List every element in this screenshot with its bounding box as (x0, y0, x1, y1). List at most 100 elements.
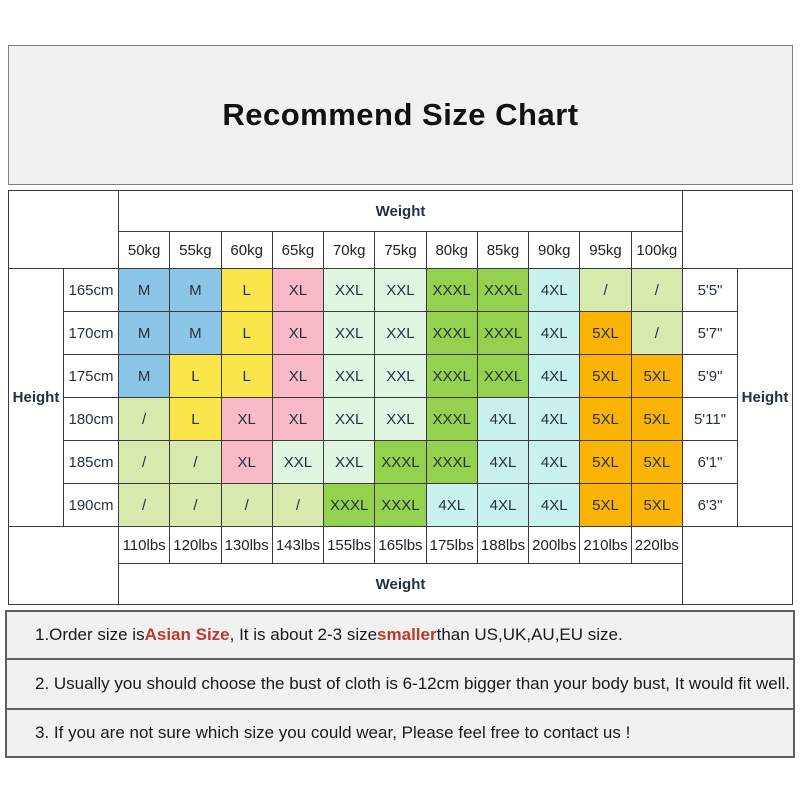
size-cell: XXXL (425, 311, 478, 355)
size-cell: 4XL (528, 483, 581, 527)
size-cell: 4XL (528, 440, 581, 484)
kg-column-header: 60kg (220, 231, 273, 269)
lbs-column-header: 120lbs (169, 526, 222, 564)
corner-cell-top-right (682, 190, 793, 269)
note-text: 2. Usually you should choose the bust of… (35, 674, 791, 693)
size-cell: 5XL (579, 397, 632, 441)
size-cell: 4XL (425, 483, 478, 527)
size-cell: XXXL (476, 354, 530, 398)
kg-column-header: 50kg (117, 231, 171, 269)
weight-header-bottom: Weight (118, 563, 683, 605)
size-cell: XXXL (425, 440, 478, 484)
size-cell: L (220, 311, 273, 355)
height-cm-label: 175cm (63, 354, 119, 398)
size-cell: XXL (374, 268, 427, 312)
size-cell: XXL (374, 397, 427, 441)
size-cell: 5XL (630, 483, 684, 527)
size-cell: XXL (323, 354, 376, 398)
height-header-right: Height (737, 268, 793, 527)
size-cell: XXXL (374, 483, 427, 527)
size-cell: 5XL (579, 311, 632, 355)
size-cell: 4XL (528, 311, 581, 355)
lbs-column-header: 165lbs (374, 526, 427, 564)
note-highlight-text: smaller (377, 625, 437, 644)
size-cell: / (117, 397, 171, 441)
size-cell: XXL (271, 440, 325, 484)
size-cell: L (220, 354, 273, 398)
size-cell: 5XL (579, 440, 632, 484)
size-cell: XXXL (425, 397, 478, 441)
height-ft-label: 5'11" (682, 397, 738, 441)
note-2: 2. Usually you should choose the bust of… (5, 658, 795, 710)
size-cell: XXXL (425, 354, 478, 398)
kg-column-header: 85kg (476, 231, 530, 269)
size-cell: XL (220, 440, 273, 484)
size-cell: XXL (374, 354, 427, 398)
size-cell: / (630, 268, 684, 312)
corner-cell-bottom-right (682, 526, 793, 605)
note-3: 3. If you are not sure which size you co… (5, 708, 795, 758)
size-cell: 5XL (630, 440, 684, 484)
size-cell: / (169, 440, 222, 484)
size-cell: 5XL (630, 354, 684, 398)
height-ft-label: 5'9" (682, 354, 738, 398)
kg-column-header: 65kg (271, 231, 325, 269)
lbs-column-header: 130lbs (220, 526, 273, 564)
size-cell: 4XL (528, 268, 581, 312)
height-cm-label: 165cm (63, 268, 119, 312)
notes-section: 1.Order size is Asian Size, It is about … (5, 610, 795, 758)
size-cell: / (220, 483, 273, 527)
size-cell: 5XL (579, 483, 632, 527)
kg-column-header: 80kg (425, 231, 478, 269)
size-cell: XL (220, 397, 273, 441)
lbs-column-header: 188lbs (476, 526, 530, 564)
height-cm-label: 180cm (63, 397, 119, 441)
size-table: Weight 50kg 55kg 60kg 65kg 70kg 75kg 80kg 85kg 90… (8, 190, 793, 605)
lbs-column-header: 175lbs (425, 526, 478, 564)
page-title: Recommend Size Chart (222, 97, 579, 132)
size-cell: / (630, 311, 684, 355)
corner-cell-bottom-left (8, 526, 119, 605)
size-cell: / (117, 440, 171, 484)
size-cell: 4XL (476, 483, 530, 527)
lbs-column-header: 110lbs (117, 526, 171, 564)
height-ft-label: 6'1" (682, 440, 738, 484)
size-cell: / (169, 483, 222, 527)
size-cell: XXL (323, 311, 376, 355)
size-cell: 5XL (630, 397, 684, 441)
lbs-column-header: 143lbs (271, 526, 325, 564)
height-header-left: Height (8, 268, 64, 527)
size-cell: XXL (323, 268, 376, 312)
size-cell: / (117, 483, 171, 527)
note-highlight-text: Asian Size (144, 625, 230, 644)
weight-header-top: Weight (118, 190, 683, 232)
size-cell: M (117, 311, 171, 355)
size-cell: XL (271, 354, 325, 398)
height-ft-label: 6'3" (682, 483, 738, 527)
size-cell: 4XL (528, 397, 581, 441)
size-cell: XXL (323, 440, 376, 484)
size-cell: XXXL (476, 268, 530, 312)
lbs-column-header: 155lbs (323, 526, 376, 564)
kg-column-header: 90kg (528, 231, 581, 269)
size-cell: L (169, 354, 222, 398)
size-cell: M (169, 268, 222, 312)
size-cell: XXXL (323, 483, 376, 527)
size-cell: L (169, 397, 222, 441)
size-cell: XXXL (425, 268, 478, 312)
size-cell: 4XL (528, 354, 581, 398)
size-cell: / (271, 483, 325, 527)
height-ft-label: 5'5" (682, 268, 738, 312)
lbs-column-header: 220lbs (630, 526, 684, 564)
kg-column-header: 70kg (323, 231, 376, 269)
size-cell: XL (271, 397, 325, 441)
height-cm-label: 185cm (63, 440, 119, 484)
lbs-column-header: 210lbs (579, 526, 632, 564)
size-cell: 4XL (476, 397, 530, 441)
note-text: 3. If you are not sure which size you co… (35, 723, 631, 742)
note-text: 1.Order size is (35, 625, 145, 644)
size-cell: XXXL (374, 440, 427, 484)
size-cell: M (117, 354, 171, 398)
note-text: than US,UK,AU,EU size. (436, 625, 623, 644)
size-cell: M (169, 311, 222, 355)
